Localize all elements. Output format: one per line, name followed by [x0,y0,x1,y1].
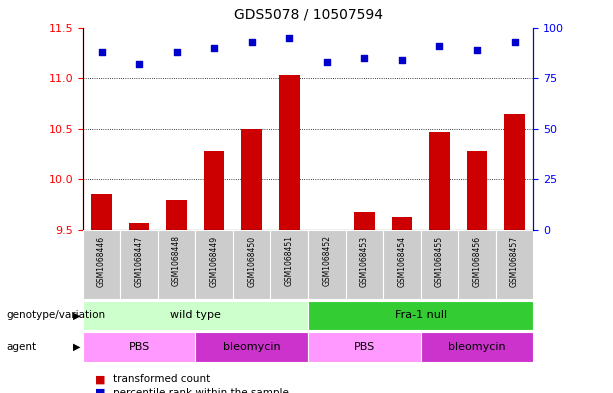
Bar [392,217,412,230]
Text: wild type: wild type [170,310,221,320]
Text: Fra-1 null: Fra-1 null [395,310,447,320]
Text: GSM1068455: GSM1068455 [435,235,444,286]
Point [359,55,369,61]
Text: PBS: PBS [354,342,375,352]
Point [284,35,294,41]
Point [509,39,519,45]
Bar [308,301,533,330]
Text: GSM1068448: GSM1068448 [172,235,181,286]
Text: GSM1068447: GSM1068447 [135,235,143,286]
Text: transformed count: transformed count [113,374,211,384]
Point [397,57,407,63]
Text: GSM1068446: GSM1068446 [97,235,106,286]
Bar [429,132,450,230]
Point [134,61,144,67]
Text: ▶: ▶ [74,310,81,320]
Bar [120,230,158,299]
Text: agent: agent [6,342,36,352]
Bar [458,230,496,299]
Text: GSM1068454: GSM1068454 [397,235,406,286]
Text: GSM1068457: GSM1068457 [510,235,519,286]
Point [209,44,219,51]
Bar [204,151,224,230]
Bar [354,212,375,230]
Bar [308,230,346,299]
Bar [166,200,187,230]
Point [247,39,257,45]
Bar [346,230,383,299]
Bar [83,230,120,299]
Point [435,42,444,49]
Text: ▶: ▶ [74,342,81,352]
Text: GSM1068451: GSM1068451 [285,235,294,286]
Text: GSM1068450: GSM1068450 [247,235,256,286]
Bar [83,332,196,362]
Text: percentile rank within the sample: percentile rank within the sample [113,388,289,393]
Bar [129,223,150,230]
Text: GSM1068453: GSM1068453 [360,235,369,286]
Bar [504,114,525,230]
Text: GSM1068449: GSM1068449 [210,235,219,286]
Text: GDS5078 / 10507594: GDS5078 / 10507594 [234,7,383,22]
Point [97,49,107,55]
Bar [466,151,487,230]
Bar [233,230,270,299]
Bar [308,332,421,362]
Bar [496,230,533,299]
Bar [421,230,458,299]
Text: ■: ■ [95,374,105,384]
Text: ■: ■ [95,388,105,393]
Text: PBS: PBS [129,342,150,352]
Text: bleomycin: bleomycin [223,342,281,352]
Text: GSM1068452: GSM1068452 [322,235,331,286]
Bar [158,230,196,299]
Point [322,59,332,65]
Bar [242,129,262,230]
Bar [383,230,421,299]
Point [172,49,181,55]
Bar [270,230,308,299]
Bar [91,195,112,230]
Text: bleomycin: bleomycin [448,342,506,352]
Text: genotype/variation: genotype/variation [6,310,105,320]
Text: GSM1068456: GSM1068456 [473,235,481,286]
Bar [83,301,308,330]
Bar [279,75,300,230]
Bar [196,332,308,362]
Bar [421,332,533,362]
Bar [196,230,233,299]
Point [472,47,482,53]
